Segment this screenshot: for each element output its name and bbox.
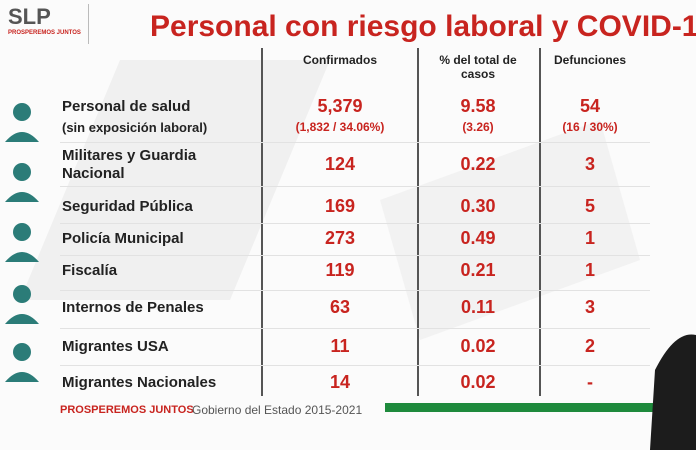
- cell-note: (16 / 30%): [562, 120, 618, 134]
- row-divider: [60, 255, 650, 256]
- row-divider: [60, 365, 650, 366]
- cell-value: 14: [329, 372, 351, 392]
- cell-note: (3.26): [462, 120, 494, 134]
- column-header: Defunciones: [553, 53, 626, 67]
- cell-value: 0.02: [460, 372, 496, 392]
- row-sublabel: (sin exposición laboral): [62, 120, 208, 135]
- column-divider: [539, 48, 541, 396]
- column-header: Confirmados: [302, 53, 377, 67]
- row-label: Internos de Penales: [62, 299, 204, 316]
- cell-value: 1: [584, 260, 595, 280]
- row-divider: [60, 327, 650, 329]
- cell-value: 54: [579, 96, 601, 116]
- cell-value: 0.11: [460, 297, 496, 317]
- cell-value: 3: [584, 154, 595, 174]
- cell-value: 5,379: [317, 96, 363, 116]
- row-divider: [60, 223, 650, 224]
- row-label: Migrantes USA: [62, 338, 169, 355]
- cell-value: 2: [584, 336, 595, 356]
- footer-tagline: PROSPEREMOS JUNTOS: [60, 404, 194, 416]
- row-label: Militares y Guardia Nacional: [62, 147, 197, 182]
- cell-value: 0.30: [460, 196, 496, 216]
- column-divider: [417, 48, 419, 396]
- row-label: Fiscalía: [62, 262, 118, 279]
- cell-value: 119: [325, 260, 355, 280]
- cell-value: 169: [324, 196, 356, 216]
- cell-value: 5: [584, 196, 595, 216]
- title: Personal con riesgo laboral y COVID-1: [150, 10, 696, 43]
- row-label: Personal de salud: [62, 98, 191, 115]
- cell-value: 124: [324, 154, 356, 174]
- cell-value: 0.49: [460, 228, 496, 248]
- cell-value: 9.58: [460, 96, 496, 116]
- footer-text: Gobierno del Estado 2015-2021: [192, 403, 363, 417]
- row-label: Migrantes Nacionales: [62, 374, 217, 391]
- cell-value: 273: [324, 228, 356, 248]
- cell-value: 0.22: [460, 154, 496, 174]
- column-divider: [261, 48, 263, 396]
- row-label: Seguridad Pública: [62, 198, 193, 215]
- row-label: Policía Municipal: [62, 230, 184, 247]
- cell-value: -: [587, 372, 593, 392]
- logo-tagline: PROSPEREMOS JUNTOS: [8, 30, 81, 36]
- logo-text: SLP: [8, 4, 51, 29]
- cell-value: 63: [329, 297, 351, 317]
- row-divider: [60, 141, 650, 143]
- cell-value: 0.02: [460, 336, 496, 356]
- cell-note: (1,832 / 34.06%): [295, 120, 385, 134]
- row-divider: [60, 186, 650, 187]
- cell-value: 11: [330, 336, 350, 356]
- cell-value: 3: [584, 297, 595, 317]
- logo: SLP PROSPEREMOS JUNTOS: [8, 4, 89, 44]
- column-header: % del total de casos: [439, 53, 517, 81]
- cell-value: 1: [584, 228, 595, 248]
- cell-value: 0.21: [460, 260, 496, 280]
- row-divider: [60, 289, 650, 291]
